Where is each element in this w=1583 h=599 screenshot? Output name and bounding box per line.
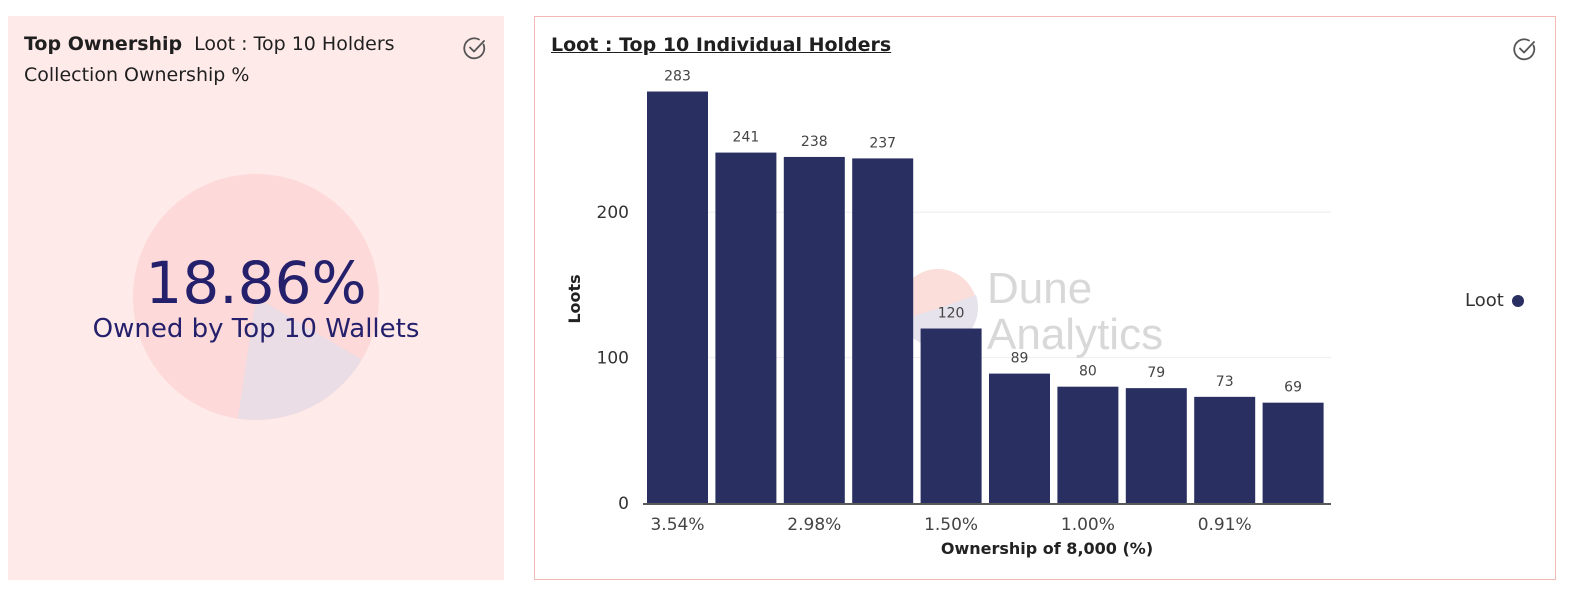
bar[interactable] xyxy=(1057,386,1119,503)
bar[interactable] xyxy=(1125,388,1187,503)
ownership-caption: Owned by Top 10 Wallets xyxy=(92,314,420,344)
ownership-pie xyxy=(133,174,379,420)
panel-query-name: Loot : Top 10 Holders xyxy=(194,33,395,55)
data-label: 283 xyxy=(664,69,691,85)
data-label: 120 xyxy=(938,306,965,322)
legend-dot-icon xyxy=(1511,294,1524,307)
data-label: 238 xyxy=(801,134,828,150)
data-labels: 283 241 238 237 120 89 80 79 73 69 xyxy=(664,69,1302,396)
bars xyxy=(647,91,1324,504)
check-circle-icon[interactable] xyxy=(1512,36,1538,62)
bar[interactable] xyxy=(1194,396,1256,503)
bar[interactable] xyxy=(715,152,777,503)
x-tick-label: 3.54% xyxy=(650,515,704,535)
watermark-line1: Dune xyxy=(987,264,1092,313)
data-label: 73 xyxy=(1216,374,1234,390)
y-tick-label: 100 xyxy=(597,349,629,369)
watermark-line2: Analytics xyxy=(987,310,1163,359)
x-tick-label: 1.00% xyxy=(1061,515,1115,535)
top-holders-chart-panel: Loot : Top 10 Individual Holders Dune An… xyxy=(534,16,1556,580)
y-tick-label: 200 xyxy=(597,203,629,223)
data-label: 241 xyxy=(733,130,760,146)
bar[interactable] xyxy=(852,158,914,504)
legend[interactable]: Loot xyxy=(1465,290,1524,311)
y-axis-title: Loots xyxy=(565,274,584,323)
panel-subtitle: Collection Ownership % xyxy=(24,64,250,86)
y-tick-label: 0 xyxy=(618,494,629,514)
ownership-value: 18.86% xyxy=(145,249,367,317)
chart-title[interactable]: Loot : Top 10 Individual Holders xyxy=(551,34,892,56)
bar-chart: Dune Analytics 0 100 200 283 241 238 237 120 89… xyxy=(565,69,1331,558)
data-label: 69 xyxy=(1284,380,1302,396)
legend-item-label: Loot xyxy=(1465,290,1504,311)
bar[interactable] xyxy=(1262,402,1324,503)
dune-analytics-watermark: Dune Analytics xyxy=(899,264,1163,359)
bar[interactable] xyxy=(783,156,845,503)
top-ownership-panel: Top Ownership Loot : Top 10 Holders Colle… xyxy=(8,16,504,580)
x-tick-label: 0.91% xyxy=(1198,515,1252,535)
bar[interactable] xyxy=(920,328,982,503)
data-label: 79 xyxy=(1147,365,1165,381)
data-label: 80 xyxy=(1079,364,1097,380)
x-tick-label: 2.98% xyxy=(787,515,841,535)
bar[interactable] xyxy=(989,373,1050,503)
bar[interactable] xyxy=(647,91,708,503)
x-axis-title: Ownership of 8,000 (%) xyxy=(941,539,1153,558)
x-tick-label: 1.50% xyxy=(924,515,978,535)
panel-title: Top Ownership Loot : Top 10 Holders xyxy=(24,33,395,55)
x-axis-ticks: 3.54% 2.98% 1.50% 1.00% 0.91% xyxy=(650,515,1251,535)
data-label: 237 xyxy=(869,135,896,151)
panel-title-label: Top Ownership xyxy=(24,33,183,55)
y-axis-ticks: 0 100 200 xyxy=(597,203,629,514)
pie-top-10-share xyxy=(237,297,362,420)
data-label: 89 xyxy=(1011,351,1029,367)
check-circle-icon[interactable] xyxy=(462,35,488,61)
